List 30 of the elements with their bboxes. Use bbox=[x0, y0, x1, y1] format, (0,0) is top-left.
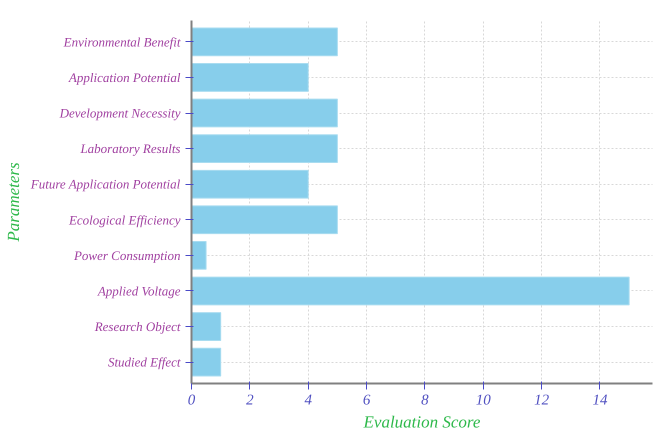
x-tick-label: 2 bbox=[246, 392, 254, 408]
bar bbox=[192, 170, 309, 199]
y-tick-label: Environmental Benefit bbox=[62, 34, 181, 50]
y-tick-label: Ecological Efficiency bbox=[68, 212, 181, 228]
y-tick-label: Laboratory Results bbox=[79, 141, 181, 156]
bar bbox=[192, 348, 222, 377]
bar bbox=[192, 205, 338, 234]
x-tick-label: 6 bbox=[362, 392, 371, 408]
y-tick-label: Development Necessity bbox=[58, 106, 181, 121]
bar bbox=[192, 312, 222, 341]
bar bbox=[192, 134, 338, 163]
x-tick-label: 10 bbox=[476, 392, 492, 408]
y-tick-label: Power Consumption bbox=[72, 248, 181, 263]
x-tick-label: 4 bbox=[304, 392, 312, 408]
y-tick-label: Application Potential bbox=[68, 70, 181, 85]
bar bbox=[192, 241, 207, 270]
bar bbox=[192, 63, 309, 92]
x-tick-label: 14 bbox=[592, 392, 608, 408]
y-tick-label: Research Object bbox=[94, 319, 181, 334]
x-tick-label: 8 bbox=[421, 392, 430, 408]
bar bbox=[192, 276, 630, 306]
x-axis-title: Evaluation Score bbox=[362, 412, 481, 432]
x-tick-label: 0 bbox=[188, 392, 196, 408]
x-tick-label: 12 bbox=[534, 392, 550, 408]
y-axis-title: Parameters bbox=[4, 162, 23, 243]
y-tick-label: Studied Effect bbox=[108, 354, 181, 370]
bar bbox=[192, 98, 338, 128]
y-tick-label: Future Application Potential bbox=[30, 176, 181, 192]
y-tick-label: Applied Voltage bbox=[96, 283, 181, 298]
bar bbox=[192, 27, 338, 56]
